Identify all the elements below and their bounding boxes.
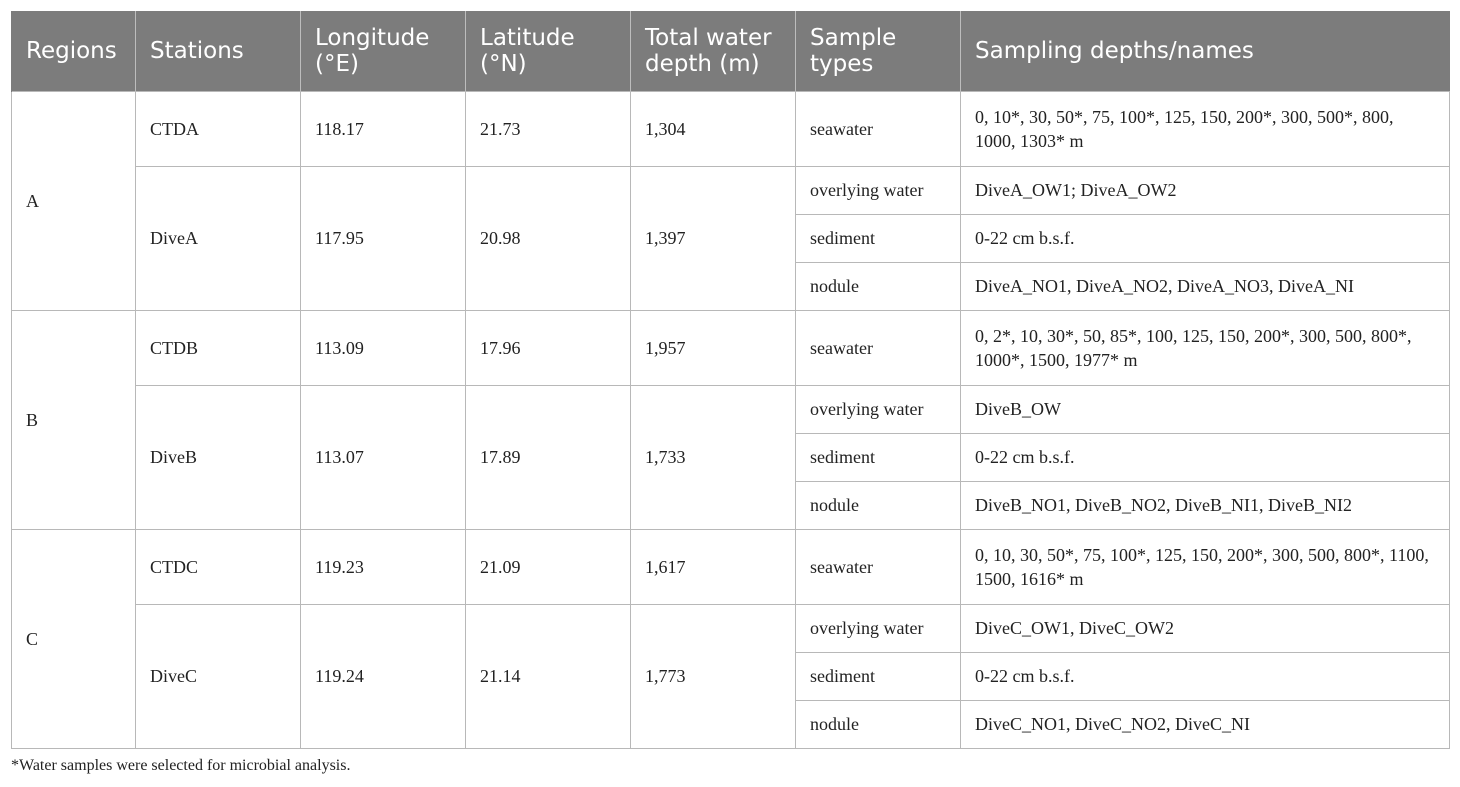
table-row: DiveA 117.95 20.98 1,397 overlying water Dive… bbox=[12, 165, 1450, 311]
latitude-cell: 21.73 bbox=[465, 90, 631, 167]
region-cell: C bbox=[11, 528, 136, 749]
table-row: nodule DiveB_NO1, DiveB_NO2, DiveB_NI1, D… bbox=[12, 480, 1450, 530]
sample-type-cell: seawater bbox=[795, 528, 961, 605]
sample-type-cell: sediment bbox=[795, 432, 961, 482]
sample-type-cell: overlying water bbox=[795, 165, 961, 215]
sampling-detail-cell: 0-22 cm b.s.f. bbox=[960, 432, 1450, 482]
sampling-detail-cell: DiveA_OW1; DiveA_OW2 bbox=[960, 165, 1450, 215]
latitude-cell: 21.14 bbox=[465, 603, 631, 749]
header-latitude: Latitude (°N) bbox=[465, 11, 631, 91]
sample-type-cell: seawater bbox=[795, 90, 961, 167]
sampling-detail-cell: 0, 10, 30, 50*, 75, 100*, 125, 150, 200*… bbox=[960, 528, 1450, 605]
sampling-detail-cell: DiveB_OW bbox=[960, 384, 1450, 434]
depth-cell: 1,617 bbox=[630, 528, 796, 605]
table-row: C CTDC 119.23 21.09 1,617 seawater 0, 10, 30, … bbox=[11, 528, 1450, 749]
longitude-cell: 113.09 bbox=[300, 309, 466, 386]
region-cell: A bbox=[11, 90, 136, 311]
table-row: sediment 0-22 cm b.s.f. bbox=[12, 213, 1450, 263]
station-cell: DiveA bbox=[135, 165, 301, 311]
sample-type-cell: nodule bbox=[795, 261, 961, 311]
table-row: B CTDB 113.09 17.96 1,957 seawater 0, 2*, 10, … bbox=[11, 309, 1450, 530]
longitude-cell: 119.23 bbox=[300, 528, 466, 605]
sampling-detail-cell: DiveC_OW1, DiveC_OW2 bbox=[960, 603, 1450, 653]
sample-type-cell: sediment bbox=[795, 213, 961, 263]
table-row: nodule DiveA_NO1, DiveA_NO2, DiveA_NO3, D… bbox=[12, 261, 1450, 311]
sampling-stations-table: Regions Stations Longitude (°E) Latitude… bbox=[11, 11, 1450, 749]
table-row: DiveC 119.24 21.14 1,773 overlying water Dive… bbox=[12, 603, 1450, 749]
sampling-detail-cell: 0-22 cm b.s.f. bbox=[960, 213, 1450, 263]
longitude-cell: 118.17 bbox=[300, 90, 466, 167]
depth-cell: 1,733 bbox=[630, 384, 796, 530]
depth-cell: 1,773 bbox=[630, 603, 796, 749]
table-row: A CTDA 118.17 21.73 1,304 seawater 0, 10*, 30,… bbox=[11, 90, 1450, 311]
sample-type-cell: overlying water bbox=[795, 603, 961, 653]
sampling-detail-cell: 0-22 cm b.s.f. bbox=[960, 651, 1450, 701]
header-longitude: Longitude (°E) bbox=[300, 11, 466, 91]
table-header-row: Regions Stations Longitude (°E) Latitude… bbox=[11, 11, 1450, 91]
longitude-cell: 113.07 bbox=[300, 384, 466, 530]
station-cell: CTDB bbox=[135, 309, 301, 386]
longitude-cell: 117.95 bbox=[300, 165, 466, 311]
longitude-cell: 119.24 bbox=[300, 603, 466, 749]
depth-cell: 1,397 bbox=[630, 165, 796, 311]
header-stations: Stations bbox=[135, 11, 301, 91]
sampling-detail-cell: DiveA_NO1, DiveA_NO2, DiveA_NO3, DiveA_N… bbox=[960, 261, 1450, 311]
sample-type-cell: nodule bbox=[795, 480, 961, 530]
header-total-water-depth: Total water depth (m) bbox=[630, 11, 796, 91]
sampling-detail-cell: 0, 10*, 30, 50*, 75, 100*, 125, 150, 200… bbox=[960, 90, 1450, 167]
latitude-cell: 20.98 bbox=[465, 165, 631, 311]
sampling-detail-cell: DiveB_NO1, DiveB_NO2, DiveB_NI1, DiveB_N… bbox=[960, 480, 1450, 530]
station-cell: CTDC bbox=[135, 528, 301, 605]
table-row: sediment 0-22 cm b.s.f. bbox=[12, 651, 1450, 701]
station-cell: DiveB bbox=[135, 384, 301, 530]
sampling-detail-cell: 0, 2*, 10, 30*, 50, 85*, 100, 125, 150, … bbox=[960, 309, 1450, 386]
table-footnote: *Water samples were selected for microbi… bbox=[11, 757, 351, 774]
sampling-table-container: Regions Stations Longitude (°E) Latitude… bbox=[11, 11, 1450, 749]
table-row: DiveB 113.07 17.89 1,733 overlying water Dive… bbox=[12, 384, 1450, 530]
table-row: nodule DiveC_NO1, DiveC_NO2, DiveC_NI bbox=[12, 699, 1450, 749]
latitude-cell: 17.96 bbox=[465, 309, 631, 386]
header-sample-types: Sample types bbox=[795, 11, 961, 91]
sample-type-cell: nodule bbox=[795, 699, 961, 749]
depth-cell: 1,304 bbox=[630, 90, 796, 167]
header-sampling-depths-names: Sampling depths/names bbox=[960, 11, 1450, 91]
sample-type-cell: overlying water bbox=[795, 384, 961, 434]
latitude-cell: 21.09 bbox=[465, 528, 631, 605]
header-regions: Regions bbox=[11, 11, 136, 91]
latitude-cell: 17.89 bbox=[465, 384, 631, 530]
station-cell: CTDA bbox=[135, 90, 301, 167]
station-cell: DiveC bbox=[135, 603, 301, 749]
depth-cell: 1,957 bbox=[630, 309, 796, 386]
sample-type-cell: sediment bbox=[795, 651, 961, 701]
table-row: sediment 0-22 cm b.s.f. bbox=[12, 432, 1450, 482]
sampling-detail-cell: DiveC_NO1, DiveC_NO2, DiveC_NI bbox=[960, 699, 1450, 749]
region-cell: B bbox=[11, 309, 136, 530]
table-body: A CTDA 118.17 21.73 1,304 seawater 0, 10*, 30,… bbox=[11, 90, 1450, 749]
sample-type-cell: seawater bbox=[795, 309, 961, 386]
